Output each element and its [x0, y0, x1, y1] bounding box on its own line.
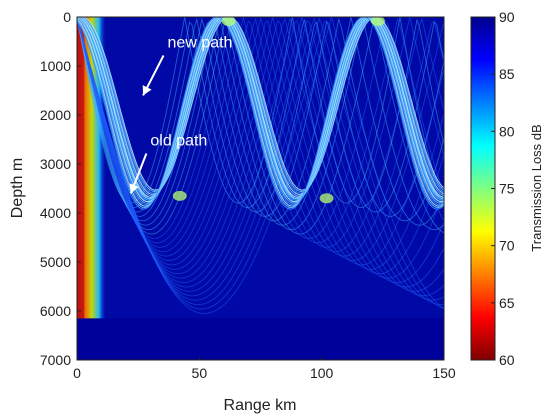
- colorbar-tick-label: 80: [499, 123, 515, 139]
- colorbar-ticks: 60 65 70 75 80 85 90: [491, 9, 515, 368]
- x-tick-label: 100: [310, 365, 334, 381]
- colorbar-tick-label: 90: [499, 9, 515, 25]
- annotation-label: new path: [168, 35, 233, 52]
- convergence-ray: [81, 17, 444, 194]
- convergence-ray: [77, 17, 444, 209]
- convergence-ray: [77, 17, 444, 201]
- colorbar-tick-label: 75: [499, 181, 515, 197]
- annotations: new path old path: [129, 35, 232, 194]
- convergence-ray: [77, 17, 444, 210]
- colorbar-tick-label: 65: [499, 295, 515, 311]
- ray-path: [77, 17, 444, 314]
- convergence-ray: [77, 17, 444, 198]
- y-tick-label: 4000: [40, 205, 71, 221]
- y-tick-label: 7000: [40, 352, 71, 368]
- y-tick-label: 6000: [40, 303, 71, 319]
- y-axis: 0 1000 2000 3000 4000 5000 6000 7000: [40, 9, 81, 368]
- colorbar-tick-label: 60: [499, 352, 515, 368]
- y-tick-label: 5000: [40, 254, 71, 270]
- annotation-arrowhead: [142, 85, 152, 96]
- acoustic-field: [77, 17, 444, 360]
- y-tick-label: 1000: [40, 58, 71, 74]
- convergence-spot: [172, 190, 187, 201]
- x-tick-label: 0: [73, 365, 81, 381]
- source-column: [77, 17, 85, 319]
- colorbar-tick-label: 70: [499, 238, 515, 254]
- annotation-label: old path: [150, 133, 207, 150]
- plot-area: [76, 16, 445, 361]
- sediment-region: [77, 318, 444, 360]
- y-tick-label: 0: [63, 9, 71, 25]
- convergence-ray: [77, 17, 444, 206]
- convergence-spot: [370, 17, 385, 26]
- x-tick-label: 150: [432, 365, 456, 381]
- convergence-ray: [77, 17, 444, 204]
- colorbar: 60 65 70 75 80 85 90 Transmission Loss dB: [470, 9, 544, 368]
- convergence-ray: [77, 17, 444, 203]
- plot-border: [76, 16, 445, 361]
- convergence-ray: [77, 17, 444, 207]
- x-tick-label: 50: [192, 365, 208, 381]
- convergence-spot: [221, 17, 236, 26]
- convergence-ray: [81, 17, 444, 197]
- x-axis: 0 50 100 150: [73, 356, 456, 381]
- convergence-ray: [81, 17, 444, 195]
- annotation-arrowhead: [129, 183, 139, 194]
- colorbar-tick-label: 85: [499, 66, 515, 82]
- y-tick-label: 2000: [40, 107, 71, 123]
- x-axis-label: Range km: [224, 397, 297, 414]
- y-tick-label: 3000: [40, 156, 71, 172]
- convergence-ray: [77, 17, 444, 200]
- colorbar-label: Transmission Loss dB: [529, 124, 544, 251]
- y-axis-label: Depth m: [9, 158, 26, 218]
- convergence-spot: [319, 193, 334, 204]
